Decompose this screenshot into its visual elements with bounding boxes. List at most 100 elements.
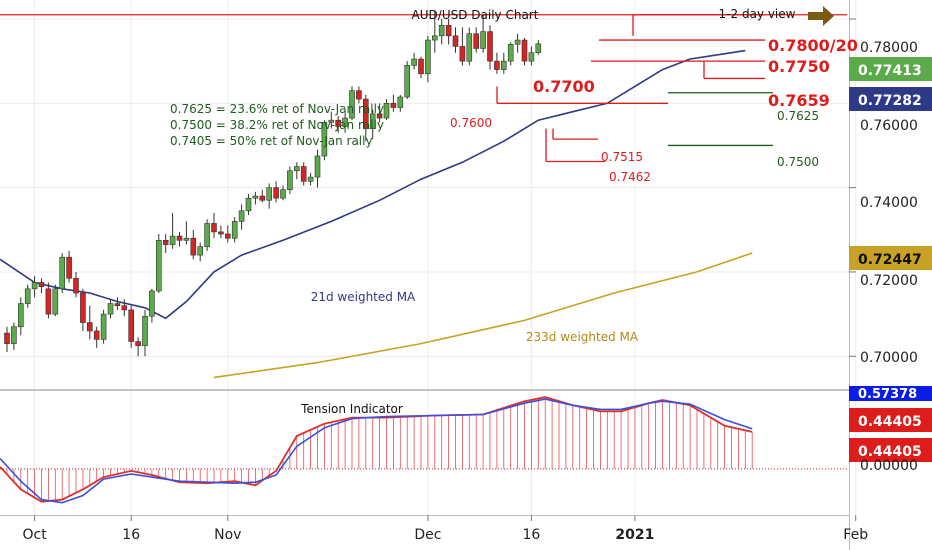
candle-up xyxy=(252,195,259,199)
candle-down xyxy=(390,102,397,108)
candle-up xyxy=(369,113,376,129)
x-tick-label: Oct xyxy=(22,527,47,543)
time-axis-line xyxy=(0,515,849,516)
candle-down xyxy=(128,309,134,342)
candle-down xyxy=(494,60,500,70)
candle-down xyxy=(418,58,424,75)
annotation-38-2: 0.7500 = 38.2% ret of Nov-Jan rally xyxy=(170,118,384,132)
y-tick-label: 0.74000 xyxy=(860,195,918,211)
candle-up xyxy=(238,210,245,222)
candle-up xyxy=(349,90,355,119)
candle-down xyxy=(300,166,307,182)
candle-up xyxy=(280,189,286,199)
support-resistance-levels xyxy=(0,14,847,163)
candle-up xyxy=(142,315,148,347)
candle-up xyxy=(480,31,486,49)
candle-up xyxy=(31,282,38,290)
candle-up xyxy=(197,246,203,256)
candle-up xyxy=(314,155,321,178)
svg-text:0.72447: 0.72447 xyxy=(858,252,922,268)
level-label-7750: 0.7750 xyxy=(768,57,830,76)
axis-divider xyxy=(849,0,850,550)
candle-up xyxy=(431,35,438,41)
candle-down xyxy=(121,305,128,311)
arrow-right-icon xyxy=(808,6,834,26)
candle-up xyxy=(328,119,335,123)
candle-up xyxy=(425,39,431,75)
x-tick-label: 16 xyxy=(522,527,540,543)
candle-down xyxy=(376,113,383,119)
annotation-23-6: 0.7625 = 23.6% ret of Nov-Jan rally xyxy=(170,102,384,116)
candle-up xyxy=(404,65,411,98)
candle-down xyxy=(176,235,183,241)
candle-up xyxy=(466,33,473,62)
candle-up xyxy=(500,60,507,70)
level-label-7800: 0.7800/20 xyxy=(768,36,858,55)
candle-down xyxy=(162,240,169,245)
tension-badge-blue: 0.57378 xyxy=(849,386,932,402)
moving-averages xyxy=(0,49,753,379)
level-label-7625: 0.7625 xyxy=(777,109,819,123)
candle-up xyxy=(156,240,162,292)
x-tick-label: Dec xyxy=(414,527,441,543)
candle-up xyxy=(149,290,155,317)
candle-up xyxy=(183,237,190,241)
svg-text:0.57378: 0.57378 xyxy=(858,387,917,402)
candle-down xyxy=(273,187,279,199)
level-label-7515: 0.7515 xyxy=(601,150,643,164)
candle-up xyxy=(17,303,24,328)
level-label-7600: 0.7600 xyxy=(450,116,492,130)
candlesticks xyxy=(4,10,542,357)
y-tick-label: 0.76000 xyxy=(860,118,918,134)
candle-up xyxy=(321,121,328,157)
candle-up xyxy=(266,187,273,201)
candle-up xyxy=(535,43,542,54)
candle-up xyxy=(231,221,238,239)
candle-up xyxy=(397,96,404,108)
svg-text:0.77282: 0.77282 xyxy=(858,93,922,109)
candle-down xyxy=(218,231,224,235)
level-label-7500: 0.7500 xyxy=(777,155,819,169)
price-badge-ma21: 0.77282 xyxy=(849,87,932,111)
candle-down xyxy=(445,24,452,37)
candle-up xyxy=(11,326,17,344)
candle-down xyxy=(135,341,141,347)
price-badge-close: 0.77413 xyxy=(849,57,932,81)
tension-blue-line xyxy=(0,398,753,504)
candle-up xyxy=(100,313,107,340)
candle-up xyxy=(307,176,314,182)
candle-down xyxy=(259,195,266,201)
candle-up xyxy=(514,39,521,45)
candle-down xyxy=(356,90,362,100)
candle-up xyxy=(507,43,514,62)
tension-badge-red-2: 0.44405 xyxy=(849,438,932,462)
candle-down xyxy=(459,46,466,62)
candle-down xyxy=(4,332,10,344)
ma21-label: 21d weighted MA xyxy=(311,290,416,304)
candle-down xyxy=(87,322,93,332)
candle-down xyxy=(45,288,52,315)
y-tick-label: 0.78000 xyxy=(860,40,918,56)
candle-up xyxy=(438,24,445,37)
candle-up xyxy=(293,166,300,172)
candle-down xyxy=(80,292,86,323)
candle-up xyxy=(342,117,348,127)
chart-title: AUD/USD Daily Chart xyxy=(412,8,539,22)
candle-down xyxy=(66,256,72,279)
tension-badge-red-1: 0.44405 xyxy=(849,408,932,432)
candle-up xyxy=(411,58,417,66)
level-label-7462: 0.7462 xyxy=(609,170,651,184)
y-tick-label: 0.70000 xyxy=(860,350,918,366)
candle-down xyxy=(73,277,79,294)
candle-down xyxy=(190,237,197,256)
candle-up xyxy=(287,170,293,191)
candle-down xyxy=(225,233,231,239)
price-badge-ma233: 0.72447 xyxy=(849,246,932,270)
level-label-7659: 0.7659 xyxy=(768,91,830,110)
ma233-line xyxy=(213,252,753,379)
candle-down xyxy=(521,39,528,62)
candle-down xyxy=(335,119,342,127)
candle-down xyxy=(93,330,100,340)
candle-up xyxy=(52,288,59,315)
